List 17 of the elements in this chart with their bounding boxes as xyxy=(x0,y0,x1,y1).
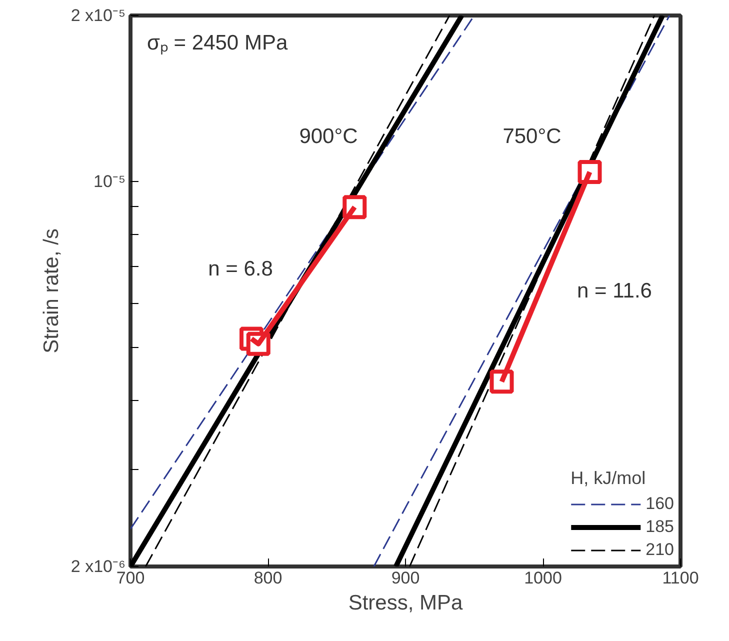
legend-label: 185 xyxy=(646,517,674,537)
x-axis-title: Stress, MPa xyxy=(348,592,463,614)
annotation: 750°C xyxy=(502,125,562,148)
x-tick-label: 1100 xyxy=(662,568,699,588)
x-tick-label: 900 xyxy=(391,568,420,588)
annotation: σₚ = 2450 MPa xyxy=(147,32,288,56)
annotation: n = 11.6 xyxy=(577,280,652,302)
y-tick-label: 2 x10⁻⁵ xyxy=(70,6,126,25)
x-tick-label: 800 xyxy=(254,568,282,588)
legend-label: 210 xyxy=(646,540,674,560)
y-axis-title: Strain rate, /s xyxy=(40,228,63,354)
annotation: 900°C xyxy=(299,125,358,148)
x-tick-label: 1000 xyxy=(524,568,562,588)
y-tick-label: 10⁻⁵ xyxy=(94,172,126,191)
legend-title: H, kJ/mol xyxy=(570,468,647,489)
annotation: n = 6.8 xyxy=(208,257,273,280)
legend-label: 160 xyxy=(646,494,674,514)
